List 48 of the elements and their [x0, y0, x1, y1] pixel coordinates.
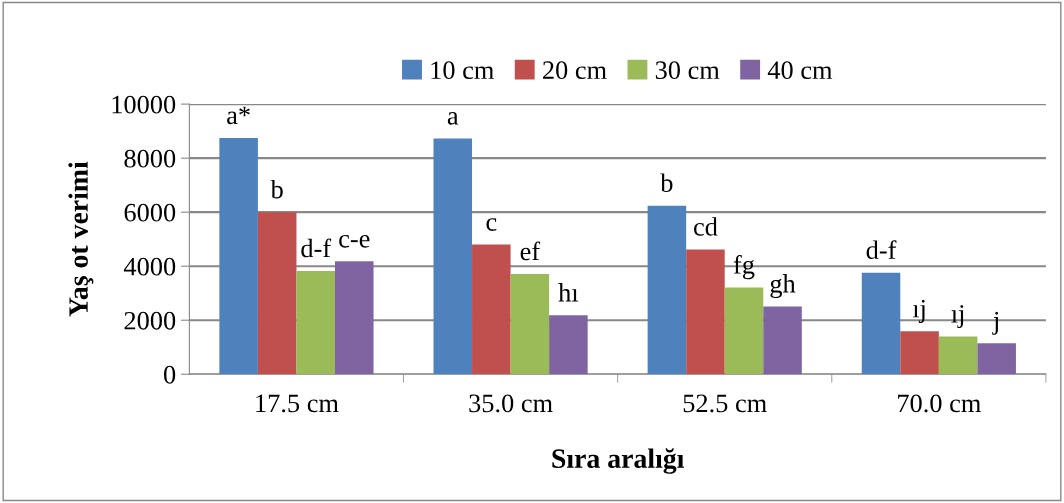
bar	[219, 137, 258, 375]
bar	[296, 271, 335, 375]
legend-label: 40 cm	[767, 61, 833, 80]
data-label: c	[486, 218, 497, 231]
bar	[724, 287, 764, 375]
data-label: gh	[770, 274, 796, 299]
data-label: hı	[558, 283, 579, 302]
data-label: fg	[733, 254, 755, 280]
bar	[257, 212, 297, 375]
y-axis-title: Yaş ot verimi	[68, 161, 94, 317]
bar	[977, 343, 1016, 375]
bar	[472, 244, 511, 375]
bar	[861, 272, 901, 375]
data-label: d-f	[301, 238, 332, 258]
bar	[763, 306, 802, 375]
data-label: cd	[694, 217, 718, 236]
data-label: c-e	[339, 234, 370, 248]
legend-label: 30 cm	[655, 61, 720, 80]
x-tick-label: 17.5 cm	[256, 394, 339, 413]
bar	[900, 331, 939, 375]
bar	[686, 249, 725, 375]
data-label: d-f	[866, 240, 897, 259]
data-label: b	[270, 179, 283, 199]
y-tick-label: 0	[164, 365, 176, 384]
bar	[510, 274, 550, 375]
x-tick-label: 35.0 cm	[469, 394, 553, 413]
data-label: ef	[520, 241, 541, 261]
y-tick-label: 8000	[124, 149, 176, 168]
legend-label: 20 cm	[543, 61, 607, 80]
y-tick-label: 2000	[124, 311, 176, 330]
bar	[433, 138, 473, 375]
data-label: b	[660, 173, 673, 192]
bar	[938, 336, 978, 375]
x-tick-label: 52.5 cm	[683, 394, 767, 413]
data-label: ıj	[912, 299, 925, 323]
bar	[335, 261, 374, 375]
y-tick-label: 4000	[123, 257, 176, 276]
data-label: ıj	[951, 304, 964, 329]
y-tick-label: 10000	[112, 95, 176, 114]
legend-label: 10 cm	[431, 61, 494, 80]
data-label: j	[992, 311, 999, 335]
bar	[549, 315, 588, 375]
x-axis-title: Sıra aralığı	[552, 448, 684, 474]
y-tick-label: 6000	[124, 203, 176, 222]
data-label: a	[447, 112, 459, 125]
data-label: a*	[227, 106, 250, 125]
bar	[647, 205, 687, 375]
x-tick-label: 70.0 cm	[898, 394, 981, 413]
